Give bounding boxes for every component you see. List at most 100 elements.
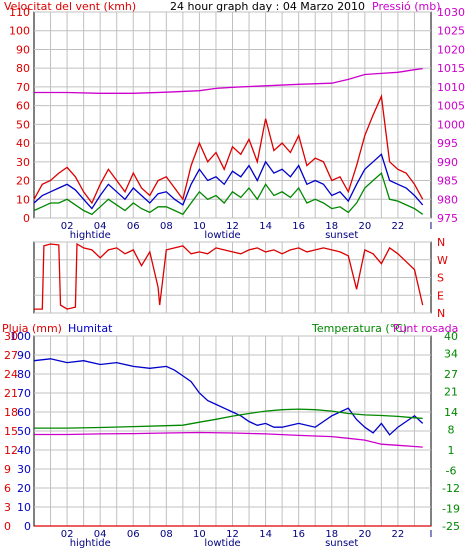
panel-1-y2tick-label: 1025 <box>437 25 465 38</box>
panel-3-humidity-tick: 40 <box>17 444 31 457</box>
panel-1-ytick-label: 70 <box>16 81 30 94</box>
panel-3-xtick-label: I <box>430 529 433 540</box>
humidity-legend: Humitat <box>68 322 113 335</box>
panel-3-xtick-label: 14 <box>259 529 272 540</box>
panel-1-ytick-label: 100 <box>9 25 30 38</box>
panel-3-humidity-tick: 90 <box>17 349 31 362</box>
series-minimum-line <box>33 171 424 216</box>
panel-1-y2tick-label: 985 <box>437 175 458 188</box>
panel-3-xtick-label: 22 <box>392 529 405 540</box>
panel-3-xtick-label: 08 <box>160 529 173 540</box>
panel-1-y2tick-label: 1005 <box>437 100 465 113</box>
panel-3-humidity-tick: 100 <box>10 330 31 343</box>
pressure-axis-title: Pressió (mb) <box>372 0 441 13</box>
panel-3-xtick-label: 18 <box>325 529 338 540</box>
rain-legend: Pluja (mm) <box>2 322 62 335</box>
panel-3-temp-tick: 14 <box>444 406 458 419</box>
panel-1-xtick-label: 02 <box>61 221 74 232</box>
panel-3-rain-tick: 24 <box>4 368 18 381</box>
panel-1-xtick-label: 08 <box>160 221 173 232</box>
panel-3-temp-tick: 34 <box>444 348 458 361</box>
panel-3-xtick-label: 02 <box>61 529 74 540</box>
panel-1-ytick-label: 50 <box>16 118 30 131</box>
panel-1-y2tick-label: 980 <box>437 193 458 206</box>
series-temperatura---c--line <box>34 408 423 429</box>
panel-1-y2tick-label: 975 <box>437 212 458 225</box>
panel-3-temp-tick: -12 <box>442 482 460 495</box>
panel-3-humidity-tick: 20 <box>17 482 31 495</box>
panel-1-xtick-label: 22 <box>392 221 405 232</box>
panel-2-compass-label: W <box>437 254 448 267</box>
panel-3-event-label: sunset <box>325 538 358 549</box>
panel-1-ytick-label: 20 <box>16 175 30 188</box>
dewpoint-legend: Punt rosada <box>393 322 459 335</box>
panel-3-rain-tick: 27 <box>4 349 18 362</box>
panel-3-rain-tick: 0 <box>4 520 11 533</box>
panel-3-temp-tick: -25 <box>442 520 460 533</box>
panel-1-ytick-label: 30 <box>16 156 30 169</box>
panel-1-y2tick-label: 1030 <box>437 6 465 19</box>
panel-3-humidity-tick: 60 <box>17 406 31 419</box>
panel-1-y2tick-label: 1000 <box>437 118 465 131</box>
panel-3-temp-tick: 27 <box>444 368 458 381</box>
panel-3-rain-tick: 9 <box>4 463 11 476</box>
panel-3-xtick-label: 16 <box>292 529 305 540</box>
panel-3-temp-tick: 8 <box>448 424 455 437</box>
panel-1-xtick-label: I <box>430 221 433 232</box>
temperature-legend: Temperatura (°C) <box>312 322 408 335</box>
panel-3-temp-tick: -6 <box>446 464 457 477</box>
panel-3-temp-tick: -19 <box>442 502 460 515</box>
graph-title: 24 hour graph day : 04 Marzo 2010 <box>170 0 366 13</box>
panel-1-y2tick-label: 1010 <box>437 81 465 94</box>
panel-1-ytick-label: 40 <box>16 137 30 150</box>
panel-1-xtick-label: 06 <box>127 221 140 232</box>
panel-1-ytick-label: 10 <box>16 193 30 206</box>
panel-1-y2tick-label: 1015 <box>437 62 465 75</box>
panel-1-y2tick-label: 990 <box>437 156 458 169</box>
panel-1-xtick-label: 14 <box>259 221 272 232</box>
panel-1-ytick-label: 90 <box>16 43 30 56</box>
panel-3-humidity-tick: 10 <box>17 501 31 514</box>
series-average-line <box>33 153 424 210</box>
series-direction-line <box>34 242 424 310</box>
panel-1-xtick-label: 10 <box>193 221 206 232</box>
panel-3-temp-tick: 40 <box>444 330 458 343</box>
panel-3-rain-tick: 6 <box>4 482 11 495</box>
panel-2-compass-label: N <box>437 236 445 249</box>
panel-3-humidity-tick: 70 <box>17 387 31 400</box>
panel-3-rain-tick: 30 <box>4 330 18 343</box>
panel-1-xtick-label: 12 <box>226 221 239 232</box>
panel-3-humidity-tick: 0 <box>24 520 31 533</box>
series-punt-rosada-line <box>34 431 423 448</box>
wind-axis-title: Velocitat del vent (kmh) <box>4 0 137 13</box>
panel-1-ytick-label: 110 <box>9 6 30 19</box>
panel-3-humidity-tick: 80 <box>17 368 31 381</box>
panel-3-xtick-label: 06 <box>127 529 140 540</box>
panel-3-event-label: hightide <box>70 538 111 549</box>
panel-3-humidity-tick: 50 <box>17 425 31 438</box>
panel-3-rain-tick: 3 <box>4 501 11 514</box>
panel-1-xtick-label: 16 <box>292 221 305 232</box>
panel-3-event-label: lowtide <box>204 538 240 549</box>
panel-3-xtick-label: 04 <box>94 529 107 540</box>
panel-1-xtick-label: 20 <box>358 221 371 232</box>
panel-1-ytick-label: 80 <box>16 62 30 75</box>
panel-1-ytick-label: 0 <box>23 212 30 225</box>
panel-2-compass-label: N <box>437 307 445 320</box>
panel-3-xtick-label: 20 <box>358 529 371 540</box>
panel-1-xtick-label: 18 <box>325 221 338 232</box>
series-gust-line <box>33 93 424 205</box>
panel-2-compass-label: S <box>437 272 444 285</box>
panel-3-rain-tick: 21 <box>4 387 18 400</box>
panel-3-xtick-label: 12 <box>226 529 239 540</box>
panel-3-temp-tick: 1 <box>448 444 455 457</box>
panel-3-temp-tick: 21 <box>444 386 458 399</box>
panel-1-y2tick-label: 995 <box>437 137 458 150</box>
panel-1-xtick-label: 04 <box>94 221 107 232</box>
series-humitat-line <box>33 358 424 436</box>
panel-3-xtick-label: 10 <box>193 529 206 540</box>
series-pressure-line <box>34 67 423 94</box>
panel-1-y2tick-label: 1020 <box>437 43 465 56</box>
panel-1-event-label: hightide <box>70 230 111 241</box>
